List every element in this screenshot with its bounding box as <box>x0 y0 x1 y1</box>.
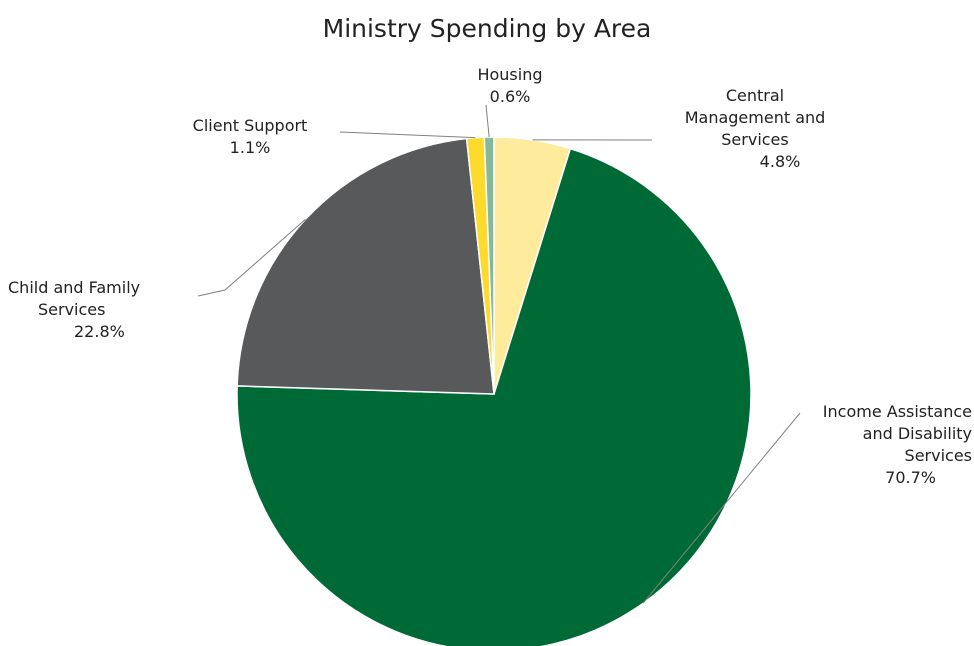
label-housing: Housing 0.6% <box>477 65 543 106</box>
pie-slice-child-and-family-services <box>236 137 495 395</box>
chart-title: Ministry Spending by Area <box>322 14 652 43</box>
label-income-assistance: Income Assistance and Disability Service… <box>822 402 972 487</box>
leader-line-income-assistance-and-disability-services <box>642 412 801 604</box>
label-client-support: Client Support 1.1% <box>192 116 308 157</box>
pie-slice-housing <box>483 136 495 395</box>
leader-line-housing <box>485 104 490 138</box>
leader-line-client-support <box>339 131 476 139</box>
leader-line-child-and-family-services <box>197 218 306 297</box>
pie-slice-income-assistance-and-disability-services <box>236 147 752 646</box>
label-central-management: Central Management and Services 4.8% <box>684 86 826 171</box>
label-child-family: Child and Family Services 22.8% <box>8 278 141 341</box>
